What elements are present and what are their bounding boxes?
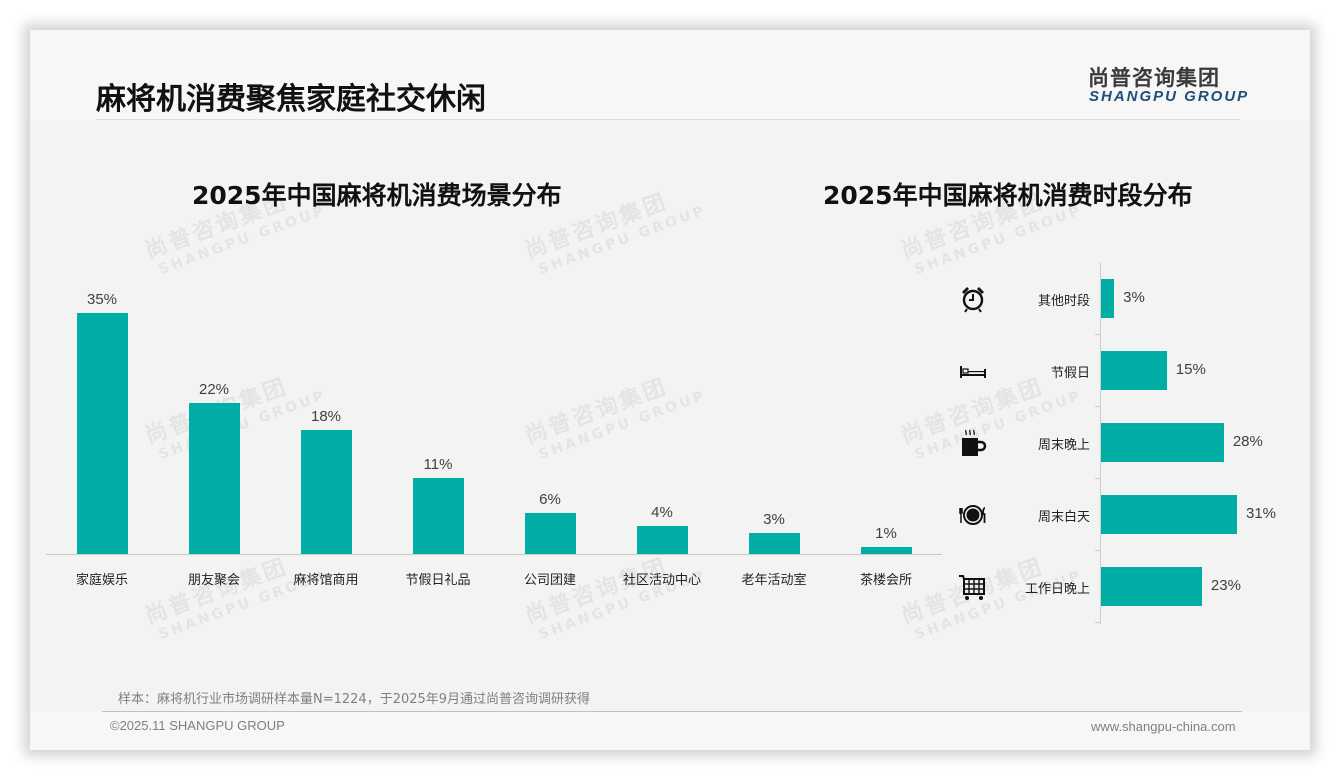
category-label: 朋友聚会: [187, 573, 240, 588]
category-label: 家庭娱乐: [75, 573, 128, 588]
category-label: 节假日: [1050, 366, 1090, 381]
category-label: 社区活动中心: [622, 573, 701, 588]
bar: [1101, 567, 1202, 606]
bar-group: 11% 节假日礼品: [382, 280, 494, 588]
bar-value-label: 3%: [763, 511, 785, 529]
bar-row: 工作日晚上 23%: [950, 550, 1280, 623]
bar: [1101, 423, 1224, 462]
bar-group: 6% 公司团建: [494, 280, 606, 588]
bar-value-label: 1%: [875, 525, 897, 543]
bar-value-label: 4%: [651, 504, 673, 522]
bar-value-label: 31%: [1246, 505, 1277, 522]
axis-tick: [1095, 622, 1100, 623]
axis-tick: [1095, 406, 1100, 407]
bar-row: 其他时段 3%: [950, 262, 1280, 335]
page-title: 麻将机消费聚焦家庭社交休闲: [96, 82, 486, 117]
sample-note: 样本：麻将机行业市场调研样本量N=1224，于2025年9月通过尚普咨询调研获得: [118, 692, 591, 707]
category-label: 公司团建: [523, 573, 576, 588]
website-link[interactable]: www.shangpu-china.com: [1091, 719, 1236, 734]
category-label: 其他时段: [1037, 294, 1090, 309]
bar-row: 周末白天 31%: [950, 478, 1280, 551]
copyright: ©2025.11 SHANGPU GROUP: [110, 718, 285, 733]
category-label: 周末白天: [1037, 510, 1090, 525]
bar-row: 节假日 15%: [950, 334, 1280, 407]
logo-english: SHANGPU GROUP: [1089, 88, 1250, 105]
category-label: 周末晚上: [1037, 438, 1090, 453]
alarm-clock-icon: [958, 284, 988, 314]
bar-value-label: 35%: [86, 291, 118, 308]
watermark-en: SHANGPU GROUP: [156, 202, 329, 279]
bar-value-label: 23%: [1210, 577, 1241, 594]
bar-group: 4% 社区活动中心: [606, 280, 718, 588]
x-axis-line: [46, 554, 942, 555]
bar-value-label: 15%: [1175, 361, 1206, 378]
slide: 麻将机消费聚焦家庭社交休闲 尚普咨询集团 SHANGPU GROUP 尚普咨询集…: [30, 30, 1310, 750]
y-axis-line: [1100, 262, 1101, 624]
category-label: 麻将馆商用: [293, 573, 359, 588]
bar: [861, 547, 912, 554]
bar-value-label: 3%: [1123, 289, 1145, 306]
bed-icon: [958, 356, 988, 386]
period-bar-chart: 其他时段 3% 节假日 15% 周末晚上 28% 周末白天 31% 工作日晚上 23%: [950, 262, 1280, 624]
bar: [189, 402, 240, 554]
scene-chart-title: 2025年中国麻将机消费场景分布: [192, 181, 562, 210]
bar: [301, 430, 352, 554]
bar-group: 35% 家庭娱乐: [46, 280, 158, 588]
hot-coffee-icon: [958, 428, 988, 458]
bar-value-label: 11%: [423, 456, 453, 474]
footer-divider: [102, 711, 1242, 712]
axis-tick: [1095, 478, 1100, 479]
bar-value-label: 18%: [310, 408, 342, 426]
watermark-en: SHANGPU GROUP: [536, 202, 709, 279]
bar-group: 3% 老年活动室: [718, 280, 830, 588]
category-label: 工作日晚上: [1024, 582, 1090, 597]
bar-value-label: 28%: [1232, 433, 1263, 450]
period-chart-title: 2025年中国麻将机消费时段分布: [823, 181, 1193, 210]
header: [30, 30, 1310, 120]
title-divider: [96, 119, 1240, 120]
bar-group: 22% 朋友聚会: [158, 280, 270, 588]
bar: [525, 512, 576, 554]
bar: [637, 526, 688, 554]
shopping-cart-icon: [958, 572, 988, 602]
bar-row: 周末晚上 28%: [950, 406, 1280, 479]
scene-bar-chart: 35% 家庭娱乐 22% 朋友聚会 18% 麻将馆商用 11% 节假日礼品 6% 公司团建 4% 社区…: [46, 280, 942, 588]
bar: [413, 478, 464, 554]
bar: [1101, 279, 1115, 318]
category-label: 茶楼会所: [859, 573, 912, 588]
axis-tick: [1095, 550, 1100, 551]
bar-group: 18% 麻将馆商用: [270, 280, 382, 588]
bar-value-label: 22%: [198, 380, 230, 398]
category-label: 老年活动室: [741, 573, 807, 588]
bar: [77, 313, 128, 554]
category-label: 节假日礼品: [405, 573, 471, 588]
bar: [1101, 351, 1167, 390]
footer: [30, 712, 1310, 750]
bar-group: 1% 茶楼会所: [830, 280, 942, 588]
plate-cutlery-icon: [958, 500, 988, 530]
bar: [749, 533, 800, 554]
logo-chinese: 尚普咨询集团: [1088, 66, 1220, 90]
bar-value-label: 6%: [539, 490, 561, 508]
axis-tick: [1095, 334, 1100, 335]
bar: [1101, 495, 1237, 534]
